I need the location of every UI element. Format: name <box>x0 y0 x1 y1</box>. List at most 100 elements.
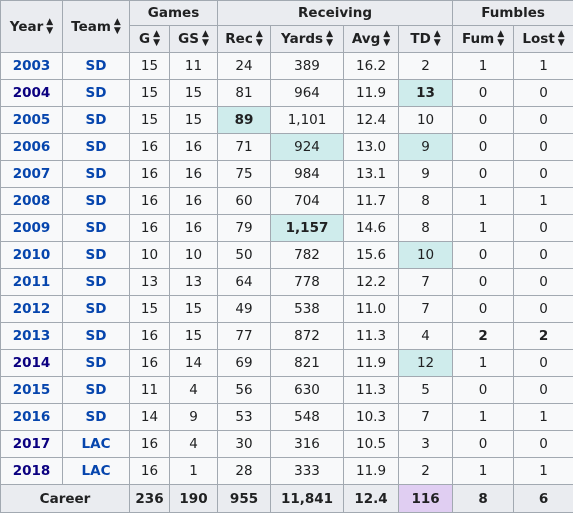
cell-lost: 0 <box>514 269 573 296</box>
header-col-label: Avg <box>352 31 380 47</box>
cell-team[interactable]: SD <box>63 404 130 431</box>
cell-gs: 15 <box>170 80 218 107</box>
header-col-fum[interactable]: Fum▲▼ <box>453 26 514 53</box>
header-year[interactable]: Year▲▼ <box>1 1 63 53</box>
header-team[interactable]: Team▲▼ <box>63 1 130 53</box>
header-col-lost[interactable]: Lost▲▼ <box>514 26 573 53</box>
career-rec: 955 <box>218 485 271 513</box>
cell-year[interactable]: 2009 <box>1 215 63 242</box>
career-td: 116 <box>399 485 453 513</box>
cell-team[interactable]: SD <box>63 53 130 80</box>
cell-team[interactable]: SD <box>63 188 130 215</box>
header-col-label: GS <box>178 31 199 47</box>
cell-td: 2 <box>399 53 453 80</box>
cell-rec: 69 <box>218 350 271 377</box>
cell-year[interactable]: 2013 <box>1 323 63 350</box>
cell-lost: 1 <box>514 404 573 431</box>
header-col-g[interactable]: G▲▼ <box>130 26 170 53</box>
sort-icon[interactable]: ▲▼ <box>558 30 565 48</box>
sort-icon[interactable]: ▲▼ <box>434 30 441 48</box>
cell-year[interactable]: 2007 <box>1 161 63 188</box>
header-col-td[interactable]: TD▲▼ <box>399 26 453 53</box>
cell-avg: 12.4 <box>344 107 399 134</box>
cell-year[interactable]: 2008 <box>1 188 63 215</box>
cell-team[interactable]: SD <box>63 377 130 404</box>
cell-gs: 15 <box>170 323 218 350</box>
cell-team[interactable]: LAC <box>63 431 130 458</box>
cell-team[interactable]: SD <box>63 242 130 269</box>
header-row-groups: Year▲▼ Team▲▼ Games Receiving Fumbles <box>1 1 573 26</box>
cell-fum: 1 <box>453 53 514 80</box>
cell-team[interactable]: SD <box>63 296 130 323</box>
cell-fum: 1 <box>453 404 514 431</box>
cell-year[interactable]: 2011 <box>1 269 63 296</box>
cell-avg: 11.9 <box>344 80 399 107</box>
sort-icon[interactable]: ▲▼ <box>256 30 263 48</box>
cell-team[interactable]: LAC <box>63 458 130 485</box>
header-group-receiving: Receiving <box>218 1 453 26</box>
cell-rec: 64 <box>218 269 271 296</box>
cell-td: 7 <box>399 404 453 431</box>
cell-year[interactable]: 2015 <box>1 377 63 404</box>
cell-gs: 14 <box>170 350 218 377</box>
cell-fum: 0 <box>453 107 514 134</box>
header-group-games: Games <box>130 1 218 26</box>
sort-icon[interactable]: ▲▼ <box>114 18 121 36</box>
cell-year[interactable]: 2014 <box>1 350 63 377</box>
cell-year[interactable]: 2010 <box>1 242 63 269</box>
sort-icon[interactable]: ▲▼ <box>383 30 390 48</box>
sort-icon[interactable]: ▲▼ <box>153 30 160 48</box>
header-col-rec[interactable]: Rec▲▼ <box>218 26 271 53</box>
cell-gs: 1 <box>170 458 218 485</box>
career-fum: 8 <box>453 485 514 513</box>
cell-year[interactable]: 2006 <box>1 134 63 161</box>
cell-year[interactable]: 2016 <box>1 404 63 431</box>
cell-team[interactable]: SD <box>63 80 130 107</box>
cell-rec: 50 <box>218 242 271 269</box>
cell-year[interactable]: 2012 <box>1 296 63 323</box>
cell-g: 16 <box>130 458 170 485</box>
cell-avg: 10.3 <box>344 404 399 431</box>
cell-team[interactable]: SD <box>63 107 130 134</box>
sort-icon[interactable]: ▲▼ <box>202 30 209 48</box>
cell-year[interactable]: 2017 <box>1 431 63 458</box>
cell-yds: 782 <box>271 242 344 269</box>
cell-g: 15 <box>130 80 170 107</box>
cell-team[interactable]: SD <box>63 215 130 242</box>
cell-year[interactable]: 2018 <box>1 458 63 485</box>
cell-team[interactable]: SD <box>63 161 130 188</box>
header-col-yds[interactable]: Yards▲▼ <box>271 26 344 53</box>
cell-avg: 10.5 <box>344 431 399 458</box>
cell-avg: 14.6 <box>344 215 399 242</box>
cell-fum: 0 <box>453 269 514 296</box>
cell-gs: 16 <box>170 161 218 188</box>
cell-td: 8 <box>399 215 453 242</box>
header-col-label: G <box>139 31 150 47</box>
header-col-avg[interactable]: Avg▲▼ <box>344 26 399 53</box>
cell-team[interactable]: SD <box>63 269 130 296</box>
cell-avg: 15.6 <box>344 242 399 269</box>
cell-team[interactable]: SD <box>63 134 130 161</box>
sort-icon[interactable]: ▲▼ <box>497 30 504 48</box>
cell-lost: 0 <box>514 296 573 323</box>
header-col-gs[interactable]: GS▲▼ <box>170 26 218 53</box>
cell-gs: 9 <box>170 404 218 431</box>
cell-td: 4 <box>399 323 453 350</box>
cell-team[interactable]: SD <box>63 323 130 350</box>
cell-year[interactable]: 2003 <box>1 53 63 80</box>
cell-team[interactable]: SD <box>63 350 130 377</box>
cell-yds: 984 <box>271 161 344 188</box>
sort-icon[interactable]: ▲▼ <box>46 18 53 36</box>
cell-g: 16 <box>130 134 170 161</box>
sort-icon[interactable]: ▲▼ <box>326 30 333 48</box>
cell-year[interactable]: 2004 <box>1 80 63 107</box>
cell-rec: 60 <box>218 188 271 215</box>
cell-gs: 15 <box>170 296 218 323</box>
cell-year[interactable]: 2005 <box>1 107 63 134</box>
